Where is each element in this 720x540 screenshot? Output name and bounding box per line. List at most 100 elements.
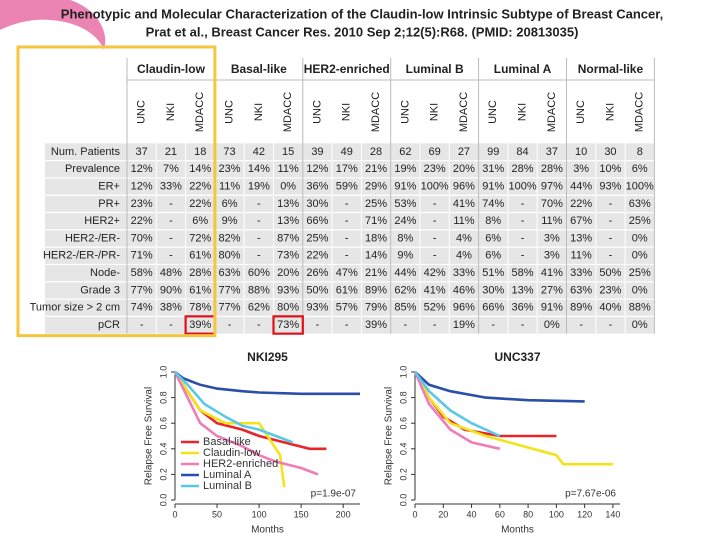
group-header: Claudin-low bbox=[137, 62, 206, 76]
table-cell: 12% bbox=[131, 181, 153, 193]
table-cell: - bbox=[609, 319, 613, 331]
table-cell: 0% bbox=[632, 284, 648, 296]
table-cell: 62% bbox=[394, 284, 416, 296]
y-tick-label: 0.4 bbox=[158, 443, 168, 456]
table-cell: - bbox=[169, 319, 173, 331]
survival-curve bbox=[414, 371, 585, 403]
table-cell: 47% bbox=[336, 267, 358, 279]
table-cell: 6% bbox=[485, 250, 501, 262]
table-cell: - bbox=[257, 232, 261, 244]
column-header: UNC bbox=[575, 100, 587, 124]
table-cell: 17% bbox=[336, 163, 358, 175]
table-cell: 22% bbox=[189, 181, 211, 193]
survival-curve bbox=[413, 371, 501, 438]
table-cell: 22% bbox=[131, 215, 153, 227]
table-cell: - bbox=[345, 215, 349, 227]
column-header: UNC bbox=[311, 100, 323, 124]
x-tick-label: 150 bbox=[294, 509, 309, 519]
table-cell: 44% bbox=[570, 181, 592, 193]
legend-label: Luminal B bbox=[203, 480, 252, 492]
table-cell: 96% bbox=[453, 181, 475, 193]
table-cell: 7% bbox=[163, 163, 179, 175]
x-tick-label: 40 bbox=[467, 509, 477, 519]
table-cell: 71% bbox=[131, 250, 153, 262]
table-cell: - bbox=[228, 319, 232, 331]
row-label: Tumor size > 2 cm bbox=[30, 302, 120, 314]
table-cell: 44% bbox=[394, 267, 416, 279]
x-tick-label: 120 bbox=[577, 509, 592, 519]
table-cell: 33% bbox=[570, 267, 592, 279]
y-tick-label: 0.2 bbox=[398, 468, 408, 481]
table-cell: 70% bbox=[541, 198, 563, 210]
x-tick-label: 100 bbox=[252, 509, 267, 519]
survival-curve bbox=[174, 370, 360, 396]
table-cell: - bbox=[609, 198, 613, 210]
p-value: p=1.9e-07 bbox=[311, 489, 357, 500]
row-label: PR+ bbox=[98, 198, 120, 210]
table-cell: - bbox=[521, 198, 525, 210]
table-cell: - bbox=[257, 250, 261, 262]
table-cell: 38% bbox=[160, 302, 182, 314]
chart-title: NKI295 bbox=[247, 350, 288, 364]
table-cell: 77% bbox=[131, 284, 153, 296]
table-cell: - bbox=[579, 319, 583, 331]
table-cell: 93% bbox=[599, 181, 621, 193]
table-cell: 20% bbox=[277, 267, 299, 279]
table-cell: 60% bbox=[248, 267, 270, 279]
table-cell: 82% bbox=[219, 232, 241, 244]
table-cell: 25% bbox=[629, 267, 651, 279]
table-cell: 40% bbox=[599, 302, 621, 314]
table-cell: - bbox=[521, 215, 525, 227]
table-cell: - bbox=[169, 215, 173, 227]
y-tick-label: 0.6 bbox=[158, 417, 168, 430]
table-cell: 63% bbox=[219, 267, 241, 279]
y-tick-label: 0.4 bbox=[398, 443, 408, 456]
table-cell: 62% bbox=[248, 302, 270, 314]
table-cell: 84 bbox=[516, 146, 528, 158]
survival-curve bbox=[173, 371, 319, 476]
table-cell: - bbox=[257, 215, 261, 227]
survival-curve bbox=[413, 371, 501, 451]
table-cell: - bbox=[609, 250, 613, 262]
table-cell: 9% bbox=[222, 215, 238, 227]
table-cell: 11% bbox=[453, 215, 474, 227]
legend-label: Basal-like bbox=[203, 436, 251, 448]
table-cell: 36% bbox=[306, 181, 328, 193]
table-cell: 18 bbox=[194, 146, 206, 158]
table-cell: 6% bbox=[632, 163, 648, 175]
table-cell: 33% bbox=[453, 267, 475, 279]
table-cell: 39 bbox=[311, 146, 323, 158]
table-cell: 53% bbox=[394, 198, 416, 210]
table-cell: 66% bbox=[306, 215, 328, 227]
table-cell: 91% bbox=[482, 181, 504, 193]
column-header: MDACC bbox=[194, 92, 206, 132]
table-cell: 28 bbox=[370, 146, 382, 158]
group-header: Basal-like bbox=[231, 62, 287, 76]
table-cell: 28% bbox=[512, 163, 534, 175]
table-cell: 70% bbox=[131, 232, 153, 244]
y-tick-label: 0.8 bbox=[398, 391, 408, 404]
table-cell: 52% bbox=[424, 302, 446, 314]
table-cell: 73 bbox=[223, 146, 235, 158]
column-header: MDACC bbox=[370, 92, 382, 132]
table-cell: 27% bbox=[541, 284, 563, 296]
table-cell: 0% bbox=[544, 319, 560, 331]
table-cell: - bbox=[433, 215, 437, 227]
table-cell: 88% bbox=[629, 302, 651, 314]
row-label: Num. Patients bbox=[51, 146, 121, 158]
column-header: NKI bbox=[165, 103, 177, 121]
x-axis-label: Months bbox=[501, 525, 534, 536]
survival-curve bbox=[413, 371, 613, 466]
table-cell: 0% bbox=[632, 319, 648, 331]
row-label: HER2-/ER-/PR- bbox=[43, 250, 120, 262]
x-tick-label: 0 bbox=[412, 509, 417, 519]
table-cell: 22% bbox=[570, 198, 592, 210]
column-header: UNC bbox=[223, 100, 235, 124]
table-cell: 13% bbox=[277, 215, 299, 227]
table-cell: 100% bbox=[421, 181, 449, 193]
x-tick-label: 140 bbox=[605, 509, 620, 519]
survival-curve bbox=[173, 371, 286, 488]
x-tick-label: 60 bbox=[495, 509, 505, 519]
table-cell: 88% bbox=[248, 284, 270, 296]
